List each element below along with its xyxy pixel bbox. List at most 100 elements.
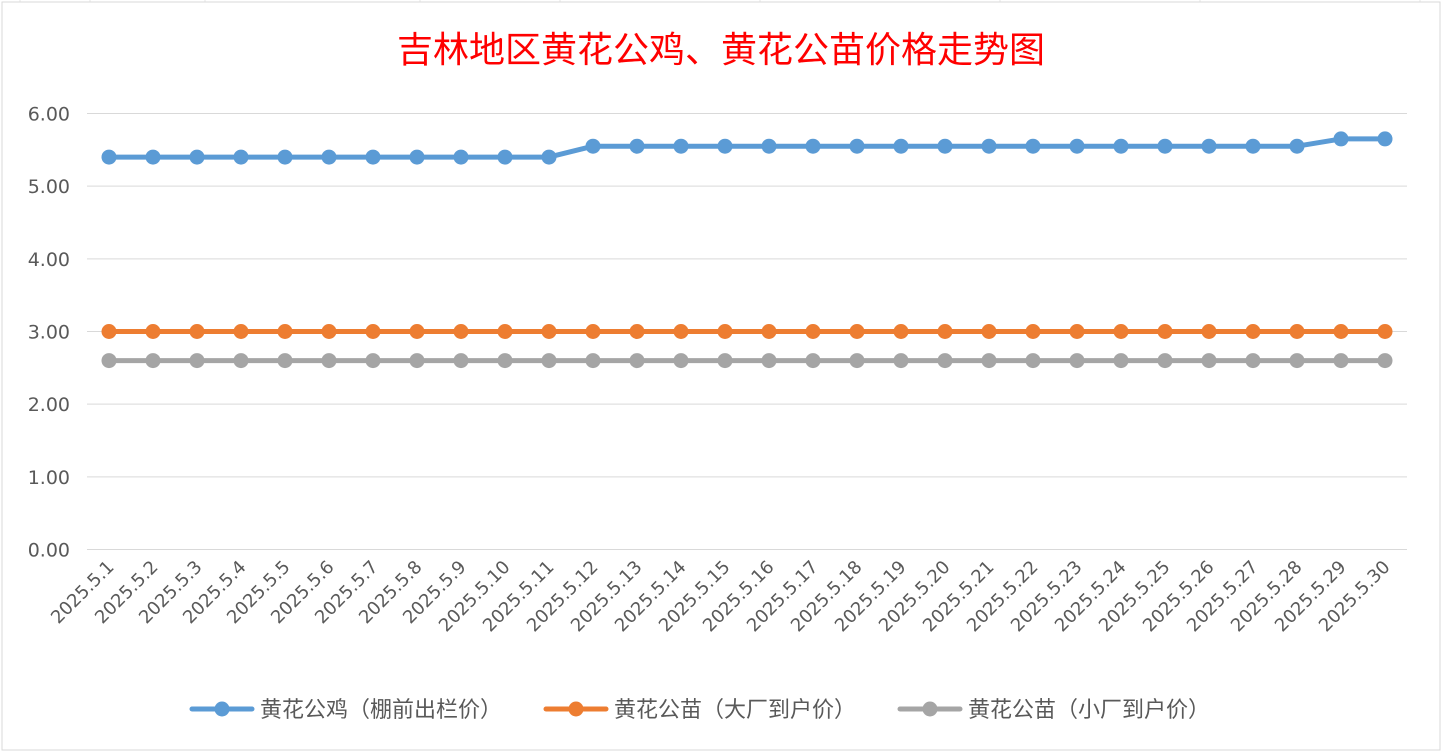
y-axis-tick-labels: 0.00 1.00 2.00 3.00 4.00 5.00 6.00 xyxy=(28,104,70,562)
data-point xyxy=(717,353,733,369)
data-point xyxy=(145,149,161,165)
data-point xyxy=(541,353,557,369)
data-point xyxy=(453,149,469,165)
data-point xyxy=(1025,324,1041,339)
data-point xyxy=(849,324,865,339)
data-point xyxy=(1289,324,1305,339)
data-point xyxy=(541,149,557,165)
data-point xyxy=(1069,353,1085,369)
data-point xyxy=(1289,353,1305,369)
data-point xyxy=(321,149,337,165)
data-point xyxy=(585,353,601,369)
data-point xyxy=(321,324,337,339)
y-tick-label: 6.00 xyxy=(28,104,70,126)
data-point xyxy=(761,353,777,369)
data-point xyxy=(893,138,909,154)
data-point xyxy=(1201,138,1217,154)
data-point xyxy=(101,353,117,369)
data-point xyxy=(233,353,249,369)
data-point xyxy=(497,149,513,165)
legend-item: 黄花公苗（大厂到户价） xyxy=(543,698,856,723)
series-group xyxy=(101,131,1393,165)
data-point xyxy=(981,324,997,339)
data-point xyxy=(277,324,293,339)
series-group xyxy=(101,324,1393,339)
data-point xyxy=(893,353,909,369)
data-point xyxy=(717,324,733,339)
data-point xyxy=(1157,353,1173,369)
data-point xyxy=(189,353,205,369)
data-point xyxy=(981,138,997,154)
data-point xyxy=(1113,324,1129,339)
data-point xyxy=(1377,353,1393,369)
data-point xyxy=(805,324,821,339)
data-point xyxy=(365,149,381,165)
data-point xyxy=(409,149,425,165)
data-point xyxy=(1157,324,1173,339)
data-point xyxy=(409,324,425,339)
legend-label: 黄花公苗（大厂到户价） xyxy=(614,698,856,723)
data-point xyxy=(673,353,689,369)
data-point xyxy=(321,353,337,369)
legend-label: 黄花公苗（小厂到户价） xyxy=(968,698,1210,723)
data-point xyxy=(1157,138,1173,154)
y-tick-label: 0.00 xyxy=(28,540,70,562)
data-point xyxy=(233,149,249,165)
data-point xyxy=(937,324,953,339)
data-point xyxy=(453,353,469,369)
data-point xyxy=(849,138,865,154)
data-point xyxy=(277,353,293,369)
y-tick-label: 1.00 xyxy=(28,467,70,489)
data-point xyxy=(409,353,425,369)
y-tick-label: 4.00 xyxy=(28,249,70,271)
legend-label: 黄花公鸡（棚前出栏价） xyxy=(260,698,502,723)
data-point xyxy=(1025,353,1041,369)
data-point xyxy=(761,138,777,154)
data-point xyxy=(1377,131,1393,147)
data-point xyxy=(145,324,161,339)
legend: 黄花公鸡（棚前出栏价） 黄花公苗（大厂到户价） 黄花公苗（小厂到户价） xyxy=(189,698,1210,723)
data-point xyxy=(761,324,777,339)
data-point xyxy=(145,353,161,369)
data-point xyxy=(1201,353,1217,369)
data-point xyxy=(673,138,689,154)
series-layer xyxy=(101,131,1393,369)
data-point xyxy=(233,324,249,339)
data-point xyxy=(893,324,909,339)
data-point xyxy=(189,149,205,165)
data-point xyxy=(497,324,513,339)
chart-title: 吉林地区黄花公鸡、黄花公苗价格走势图 xyxy=(397,30,1045,71)
data-point xyxy=(585,324,601,339)
data-point xyxy=(1201,324,1217,339)
data-point xyxy=(937,138,953,154)
data-point xyxy=(1289,138,1305,154)
data-point xyxy=(849,353,865,369)
data-point xyxy=(101,324,117,339)
data-point xyxy=(365,324,381,339)
legend-item: 黄花公苗（小厂到户价） xyxy=(897,698,1210,723)
data-point xyxy=(805,138,821,154)
data-point xyxy=(1333,131,1349,147)
data-point xyxy=(673,324,689,339)
data-point xyxy=(629,324,645,339)
y-tick-label: 3.00 xyxy=(28,322,70,344)
legend-swatch-marker xyxy=(568,701,584,717)
data-point xyxy=(277,149,293,165)
data-point xyxy=(1377,324,1393,339)
legend-item: 黄花公鸡（棚前出栏价） xyxy=(189,698,502,723)
series-group xyxy=(101,353,1393,369)
data-point xyxy=(629,138,645,154)
legend-swatch-marker xyxy=(214,701,230,717)
data-point xyxy=(365,353,381,369)
data-point xyxy=(805,353,821,369)
data-point xyxy=(585,138,601,154)
data-point xyxy=(1113,138,1129,154)
data-point xyxy=(1025,138,1041,154)
data-point xyxy=(189,324,205,339)
data-point xyxy=(1113,353,1129,369)
data-point xyxy=(453,324,469,339)
y-tick-label: 2.00 xyxy=(28,394,70,416)
data-point xyxy=(937,353,953,369)
